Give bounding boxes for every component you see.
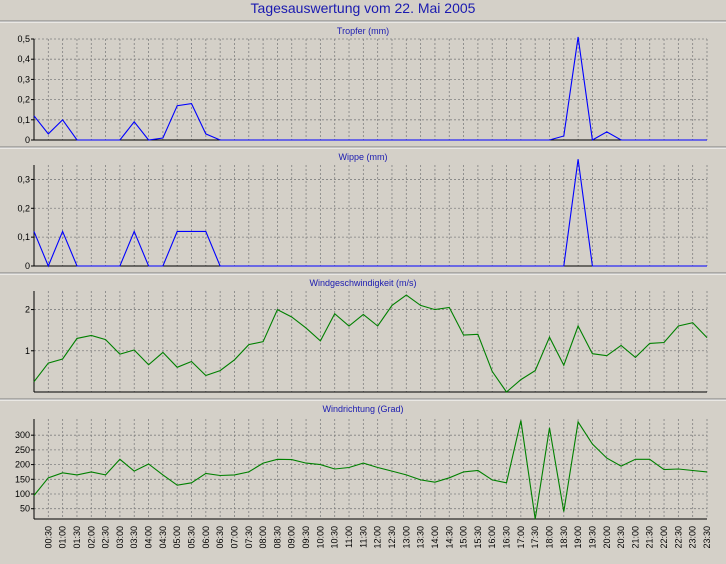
panel-title: Tropfer (mm) [337, 26, 389, 36]
x-tick-label: 07:30 [244, 526, 254, 549]
x-tick-label: 00:30 [43, 526, 53, 549]
x-tick-label: 10:00 [315, 526, 325, 549]
y-tick-label: 0,1 [17, 232, 30, 242]
x-tick-label: 02:00 [86, 526, 96, 549]
x-tick-label: 19:00 [573, 526, 583, 549]
x-tick-label: 08:30 [272, 526, 282, 549]
x-tick-label: 14:00 [430, 526, 440, 549]
y-tick-label: 0,5 [17, 34, 30, 44]
x-tick-label: 07:00 [229, 526, 239, 549]
y-tick-label: 100 [15, 489, 30, 499]
x-tick-label: 16:30 [502, 526, 512, 549]
x-tick-label: 23:00 [688, 526, 698, 549]
x-tick-label: 11:30 [358, 526, 368, 548]
y-tick-label: 0,2 [17, 203, 30, 213]
panel-title: Windgeschwindigkeit (m/s) [309, 278, 416, 288]
series-line [33, 294, 708, 393]
x-tick-label: 16:00 [487, 526, 497, 549]
x-tick-label: 06:00 [201, 526, 211, 549]
y-tick-label: 200 [15, 460, 30, 470]
x-tick-label: 05:30 [187, 526, 197, 549]
x-tick-label: 21:30 [645, 526, 655, 549]
x-tick-label: 09:30 [301, 526, 311, 549]
y-tick-label: 0 [25, 135, 30, 145]
x-tick-label: 13:00 [401, 526, 411, 549]
y-tick-label: 0,1 [17, 115, 30, 125]
series-line [33, 159, 707, 268]
x-tick-label: 17:00 [516, 526, 526, 549]
x-tick-label: 20:00 [602, 526, 612, 549]
x-tick-label: 12:30 [387, 526, 397, 549]
x-tick-label: 12:00 [373, 526, 383, 549]
x-tick-label: 01:00 [58, 526, 68, 549]
y-tick-label: 0 [25, 261, 30, 271]
x-tick-label: 21:00 [630, 526, 640, 549]
page-title: Tagesauswertung vom 22. Mai 2005 [250, 0, 476, 16]
y-tick-label: 0,4 [17, 54, 30, 64]
x-tick-label: 03:00 [115, 526, 125, 549]
x-tick-label: 19:30 [587, 526, 597, 549]
x-tick-label: 02:30 [101, 526, 111, 549]
x-tick-label: 15:00 [459, 526, 469, 549]
panel-title: Wippe (mm) [339, 152, 388, 162]
series-line [33, 36, 707, 141]
x-tick-label: 08:00 [258, 526, 268, 549]
x-tick-label: 15:30 [473, 526, 483, 549]
series-line [33, 420, 708, 520]
x-tick-label: 10:30 [330, 526, 340, 549]
y-tick-label: 0,2 [17, 95, 30, 105]
x-tick-label: 04:00 [144, 526, 154, 549]
x-tick-label: 22:30 [673, 526, 683, 549]
y-tick-label: 250 [15, 445, 30, 455]
x-tick-label: 09:00 [287, 526, 297, 549]
y-tick-label: 50 [20, 504, 30, 514]
x-tick-label: 13:30 [416, 526, 426, 549]
x-tick-label: 20:30 [616, 526, 626, 549]
x-tick-label: 06:30 [215, 526, 225, 549]
x-tick-label: 01:30 [72, 526, 82, 549]
y-tick-label: 1 [25, 346, 30, 356]
x-tick-label: 03:30 [129, 526, 139, 549]
x-tick-label: 14:30 [444, 526, 454, 549]
x-tick-label: 05:00 [172, 526, 182, 549]
y-tick-label: 300 [15, 430, 30, 440]
x-tick-label: 11:00 [344, 526, 354, 548]
x-tick-label: 17:30 [530, 526, 540, 549]
x-tick-label: 18:00 [544, 526, 554, 549]
x-tick-label: 18:30 [559, 526, 569, 549]
x-tick-label: 04:30 [158, 526, 168, 549]
panel-title: Windrichtung (Grad) [322, 404, 403, 414]
y-tick-label: 0,3 [17, 74, 30, 84]
x-tick-label: 22:00 [659, 526, 669, 549]
y-tick-label: 2 [25, 305, 30, 315]
y-tick-label: 0,3 [17, 174, 30, 184]
x-tick-label: 23:30 [702, 526, 712, 549]
y-tick-label: 150 [15, 474, 30, 484]
